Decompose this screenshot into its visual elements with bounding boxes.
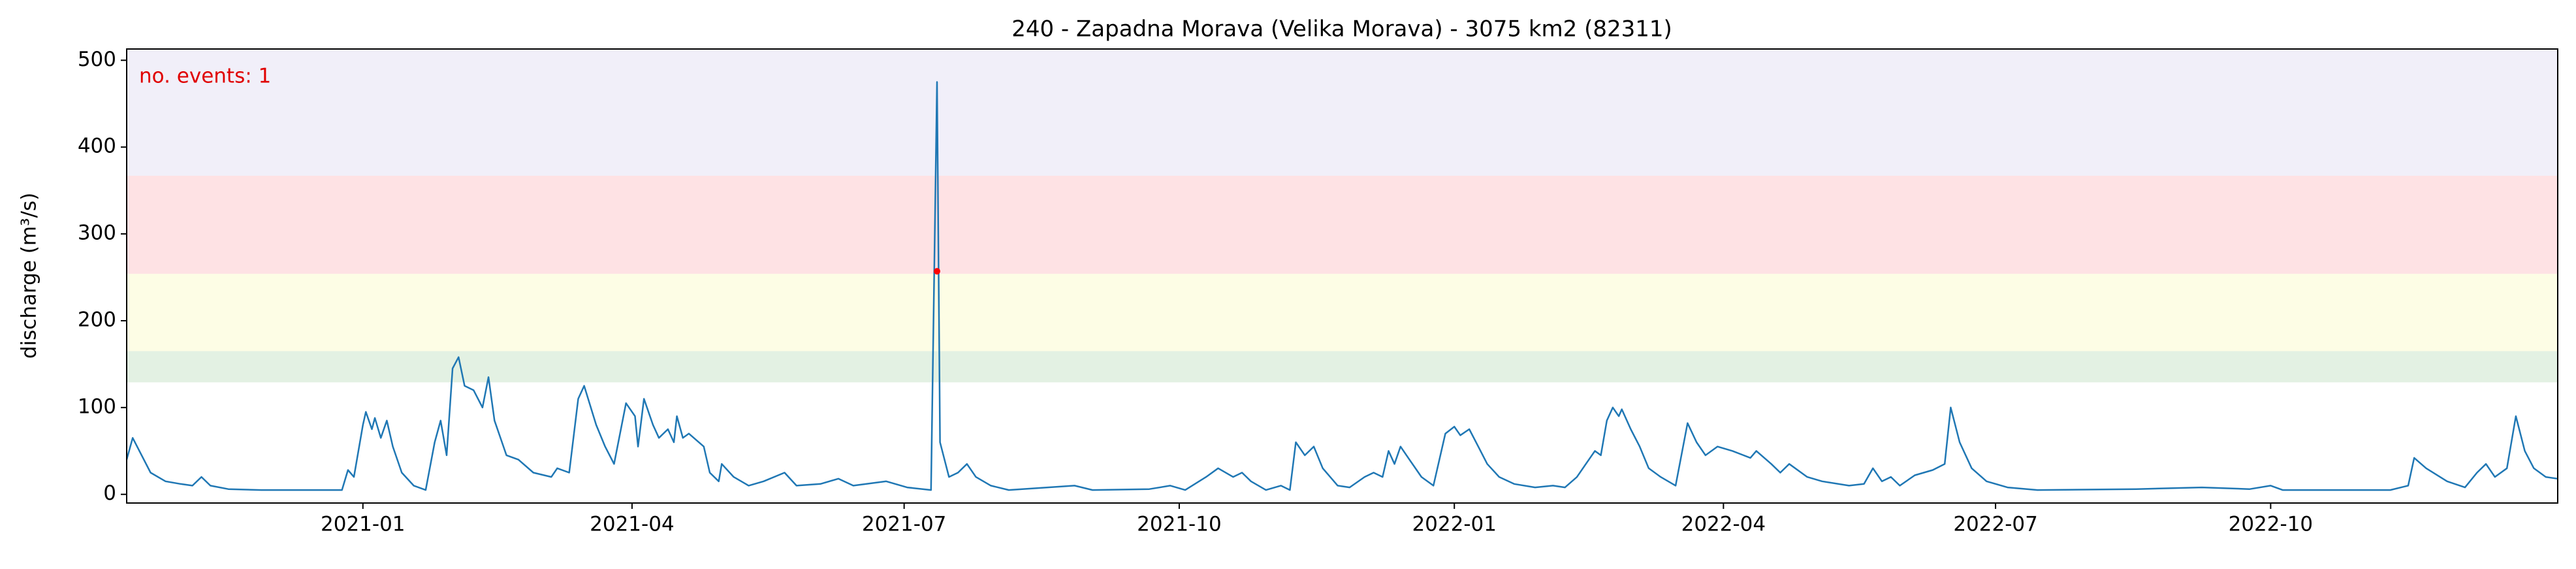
y-tick-label: 200 [78,308,116,331]
annotation: no. events: 1 [139,65,271,88]
threshold-band [127,49,2558,176]
chart-title: 240 - Zapadna Morava (Velika Morava) - 3… [1011,16,1672,42]
x-tick-label: 2022-07 [1953,513,2038,536]
y-tick-label: 300 [78,221,116,245]
y-tick-label: 400 [78,135,116,158]
x-tick-label: 2021-10 [1137,513,1222,536]
x-tick-label: 2022-10 [2229,513,2314,536]
y-tick-label: 0 [103,481,116,505]
x-tick-label: 2021-07 [862,513,947,536]
x-tick-label: 2022-01 [1412,513,1497,536]
y-tick-label: 500 [78,48,116,71]
x-tick-label: 2022-04 [1681,513,1766,536]
y-axis-label: discharge (m³/s) [18,193,41,359]
threshold-band [127,274,2558,351]
y-tick-label: 100 [78,395,116,418]
threshold-bands [127,49,2558,382]
x-tick-label: 2021-04 [590,513,675,536]
threshold-band [127,176,2558,274]
threshold-band [127,351,2558,382]
x-tick-label: 2021-01 [321,513,405,536]
event-marker [934,268,940,274]
